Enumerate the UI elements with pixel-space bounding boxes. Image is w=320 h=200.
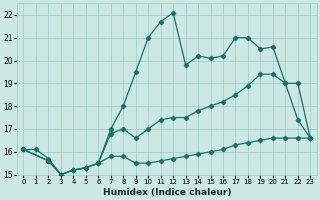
X-axis label: Humidex (Indice chaleur): Humidex (Indice chaleur) [103,188,231,197]
